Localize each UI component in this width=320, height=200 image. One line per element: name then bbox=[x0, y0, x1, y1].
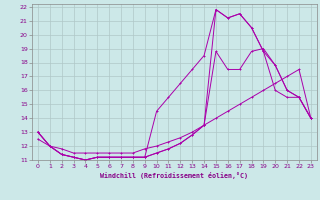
X-axis label: Windchill (Refroidissement éolien,°C): Windchill (Refroidissement éolien,°C) bbox=[100, 172, 248, 179]
